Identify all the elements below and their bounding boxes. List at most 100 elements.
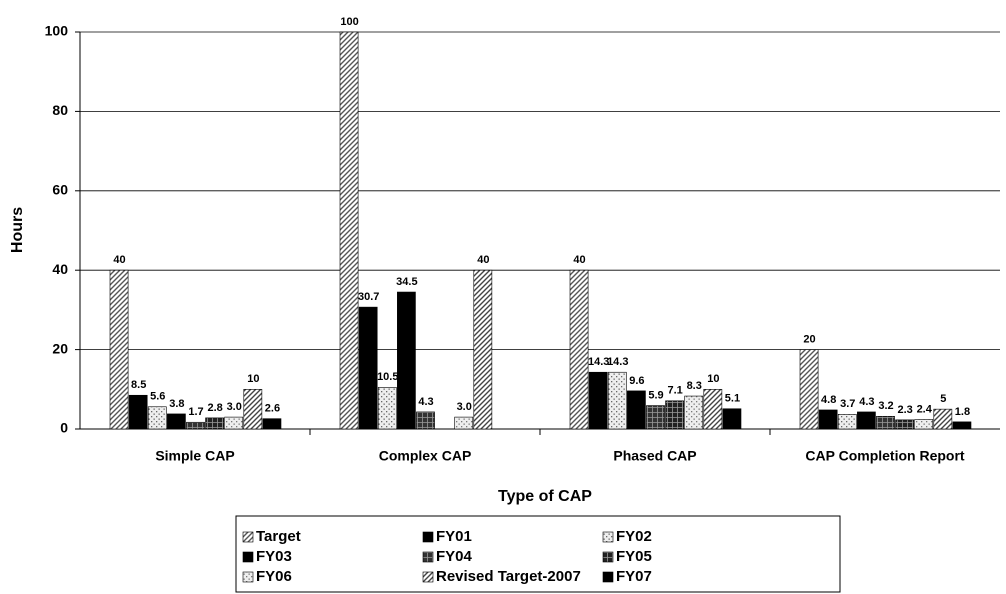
- bar: [397, 291, 416, 430]
- x-tick-label: CAP Completion Report: [805, 448, 965, 464]
- bar: [665, 400, 684, 430]
- legend-swatch: [422, 571, 434, 583]
- value-label: 14.3: [588, 356, 609, 368]
- value-label: 40: [573, 254, 585, 266]
- bar: [454, 416, 474, 430]
- bar: [588, 371, 608, 430]
- y-tick-label: 0: [60, 420, 68, 436]
- bar: [799, 349, 819, 430]
- value-label: 4.3: [859, 396, 874, 408]
- bar: [262, 418, 282, 430]
- value-label: 2.4: [917, 403, 933, 415]
- value-label: 5.6: [150, 391, 165, 403]
- bar: [473, 269, 493, 430]
- bar: [224, 416, 244, 430]
- legend-swatch: [602, 551, 614, 563]
- value-label: 3.0: [457, 401, 472, 413]
- value-label: 1.8: [955, 406, 970, 418]
- value-label: 9.6: [629, 375, 644, 387]
- bar: [186, 421, 205, 430]
- value-label: 10: [707, 373, 719, 385]
- x-tick-label: Simple CAP: [155, 448, 234, 464]
- bar: [837, 414, 857, 430]
- legend-box: [235, 515, 841, 593]
- value-label: 2.8: [207, 402, 222, 414]
- value-label: 4.8: [821, 394, 836, 406]
- bar: [147, 406, 167, 430]
- bar: [109, 269, 129, 430]
- value-label: 14.3: [607, 356, 628, 368]
- legend-label: Target: [256, 528, 301, 545]
- bar: [205, 417, 224, 430]
- value-label: 100: [340, 16, 358, 28]
- value-label: 8.3: [687, 380, 702, 392]
- y-tick-label: 20: [52, 340, 68, 356]
- value-label: 7.1: [667, 385, 682, 397]
- value-label: 3.7: [840, 398, 855, 410]
- bar: [377, 387, 397, 430]
- value-label: 3.0: [227, 401, 242, 413]
- legend-label: FY02: [616, 528, 652, 545]
- y-tick-label: 80: [52, 102, 68, 118]
- bar: [358, 306, 378, 430]
- bar: [167, 413, 186, 430]
- bar: [876, 415, 895, 430]
- bar: [627, 390, 646, 430]
- legend-label: FY05: [616, 548, 652, 565]
- value-label: 4.3: [418, 396, 433, 408]
- bar: [416, 411, 435, 430]
- legend-label: FY07: [616, 568, 652, 585]
- y-tick-label: 40: [52, 261, 68, 277]
- x-tick-label: Complex CAP: [379, 448, 472, 464]
- y-tick-label: 60: [52, 182, 68, 198]
- legend-swatch: [422, 551, 434, 563]
- value-label: 1.7: [188, 406, 203, 418]
- bar: [607, 371, 627, 430]
- value-label: 30.7: [358, 291, 379, 303]
- bar: [722, 408, 742, 430]
- value-label: 40: [113, 254, 125, 266]
- value-label: 20: [803, 334, 815, 346]
- value-label: 34.5: [396, 276, 417, 288]
- legend-label: FY04: [436, 548, 473, 565]
- bar: [569, 269, 589, 430]
- value-label: 40: [477, 254, 489, 266]
- bar: [339, 31, 359, 430]
- legend-label: FY03: [256, 548, 292, 565]
- bar: [857, 411, 876, 430]
- bar: [933, 408, 953, 430]
- value-label: 2.3: [897, 404, 912, 416]
- value-label: 8.5: [131, 379, 146, 391]
- legend-swatch: [242, 551, 254, 563]
- bar: [128, 394, 148, 430]
- bar: [952, 421, 972, 430]
- legend-swatch: [602, 571, 614, 583]
- legend-swatch: [422, 531, 434, 543]
- bar: [914, 419, 934, 430]
- value-label: 10.5: [377, 371, 398, 383]
- bar: [703, 388, 723, 430]
- y-tick-label: 100: [45, 23, 69, 39]
- value-label: 2.6: [265, 403, 280, 415]
- legend-label: FY01: [436, 528, 472, 545]
- bar: [684, 395, 704, 430]
- bar: [818, 409, 838, 430]
- bar: [646, 405, 665, 430]
- bar: [243, 388, 263, 430]
- x-axis-title: Type of CAP: [498, 488, 592, 505]
- legend-swatch: [242, 571, 254, 583]
- legend-label: Revised Target-2007: [436, 568, 581, 585]
- legend-swatch: [242, 531, 254, 543]
- legend-swatch: [602, 531, 614, 543]
- bar: [895, 419, 914, 430]
- value-label: 5: [940, 393, 946, 405]
- y-axis-title: Hours: [9, 207, 26, 253]
- value-label: 5.1: [725, 393, 740, 405]
- x-tick-label: Phased CAP: [613, 448, 696, 464]
- value-label: 3.8: [169, 398, 184, 410]
- value-label: 5.9: [648, 389, 663, 401]
- value-label: 10: [247, 373, 259, 385]
- value-label: 3.2: [878, 400, 893, 412]
- legend-label: FY06: [256, 568, 292, 585]
